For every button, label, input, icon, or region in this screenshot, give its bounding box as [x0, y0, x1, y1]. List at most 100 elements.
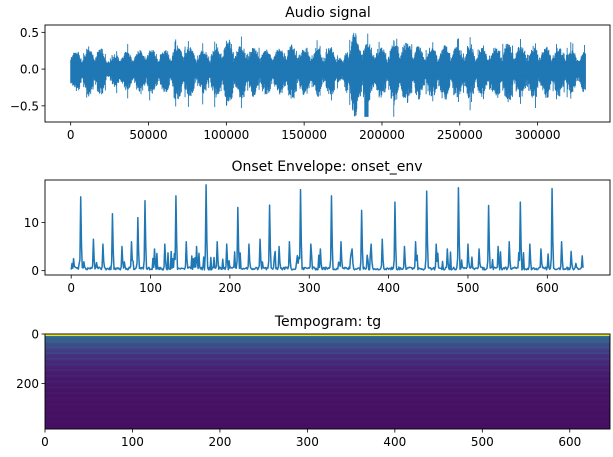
tempogram-row: [45, 340, 610, 342]
tempogram-row: [45, 418, 610, 420]
tempogram-row: [45, 352, 610, 354]
tempogram-row: [45, 366, 610, 368]
tempogram-row: [45, 402, 610, 404]
tempogram-row: [45, 396, 610, 398]
tempogram-row: [45, 347, 610, 349]
tempogram-row: [45, 365, 610, 367]
onset-envelope-y-tick-label: 10: [24, 216, 39, 230]
tempogram-row: [45, 384, 610, 386]
tempogram-row: [45, 342, 610, 344]
tempogram-row: [45, 406, 610, 408]
tempogram-row: [45, 413, 610, 415]
tempogram-x-tick-label: 400: [383, 435, 406, 449]
audio-signal-x-tick-label: 200000: [359, 128, 405, 142]
tempogram-row: [45, 394, 610, 396]
tempogram-row: [45, 346, 610, 348]
audio-signal-y-tick-label: 0.0: [20, 63, 39, 77]
tempogram-row: [45, 335, 610, 337]
tempogram-row: [45, 369, 610, 371]
tempogram-row: [45, 361, 610, 363]
tempogram-row: [45, 408, 610, 410]
tempogram-row: [45, 427, 610, 429]
tempogram-x-tick-label: 300: [296, 435, 319, 449]
tempogram-x-tick-label: 600: [558, 435, 581, 449]
tempogram-row: [45, 380, 610, 382]
tempogram-row: [45, 336, 610, 338]
tempogram-row: [45, 426, 610, 428]
tempogram-row: [45, 343, 610, 345]
onset-envelope-y-tick-label: 0: [31, 264, 39, 278]
audio-signal-y-tick-label: −0.5: [10, 99, 39, 113]
tempogram-row: [45, 357, 610, 359]
tempogram-row: [45, 351, 610, 353]
tempogram-row: [45, 416, 610, 418]
tempogram-y-tick-label: 200: [16, 377, 39, 391]
audio-signal-x-tick-label: 300000: [515, 128, 561, 142]
tempogram-row: [45, 372, 610, 374]
tempogram-row: [45, 420, 610, 422]
tempogram-row: [45, 387, 610, 389]
tempogram-row: [45, 334, 610, 336]
tempogram-row: [45, 407, 610, 409]
audio-signal-series: [70, 32, 586, 117]
tempogram-row: [45, 339, 610, 341]
tempogram-row: [45, 401, 610, 403]
tempogram-row: [45, 390, 610, 392]
tempogram-row: [45, 409, 610, 411]
tempogram-row: [45, 381, 610, 383]
tempogram-row: [45, 350, 610, 352]
tempogram-x-tick-label: 0: [41, 435, 49, 449]
audio-signal-x-tick-label: 150000: [281, 128, 327, 142]
onset-envelope-title: Onset Envelope: onset_env: [231, 159, 422, 175]
tempogram-row: [45, 421, 610, 423]
onset-envelope-panel: Onset Envelope: onset_env 0 100 200 300 400 5…: [24, 159, 611, 295]
tempogram-row: [45, 379, 610, 381]
tempogram-row: [45, 403, 610, 405]
onset-envelope-x-tick-label: 0: [67, 281, 75, 295]
tempogram-row: [45, 386, 610, 388]
tempogram-row: [45, 362, 610, 364]
tempogram-row: [45, 398, 610, 400]
tempogram-row: [45, 341, 610, 343]
tempogram-axes-frame: [44, 333, 611, 430]
onset-envelope-x-tick-label: 500: [457, 281, 480, 295]
audio-signal-x-tick-label: 0: [67, 128, 75, 142]
tempogram-x-tick-label: 200: [208, 435, 231, 449]
onset-envelope-x-tick-label: 600: [536, 281, 559, 295]
tempogram-row: [45, 363, 610, 365]
tempogram-row: [45, 371, 610, 373]
tempogram-row: [45, 358, 610, 360]
onset-envelope-x-tick-label: 400: [377, 281, 400, 295]
tempogram-row: [45, 419, 610, 421]
tempogram-row: [45, 354, 610, 356]
audio-signal-x-tick-label: 250000: [437, 128, 483, 142]
tempogram-row: [45, 415, 610, 417]
tempogram-row: [45, 395, 610, 397]
onset-envelope-series: [70, 184, 584, 271]
audio-signal-x-tick-label: 50000: [129, 128, 167, 142]
tempogram-panel: Tempogram: tg 0 100 200 300 400 500 600 0 200: [16, 314, 611, 449]
tempogram-row: [45, 388, 610, 390]
audio-signal-title: Audio signal: [285, 5, 371, 21]
tempogram-row: [45, 377, 610, 379]
tempogram-row: [45, 383, 610, 385]
tempogram-row: [45, 370, 610, 372]
onset-envelope-x-tick-label: 200: [218, 281, 241, 295]
tempogram-row: [45, 414, 610, 416]
tempogram-row: [45, 404, 610, 406]
onset-envelope-line: [70, 184, 584, 271]
tempogram-y-tick-label: 0: [31, 328, 39, 342]
tempogram-row: [45, 385, 610, 387]
tempogram-row: [45, 392, 610, 394]
tempogram-row: [45, 337, 610, 339]
tempogram-row: [45, 353, 610, 355]
tempogram-row: [45, 412, 610, 414]
tempogram-row: [45, 355, 610, 357]
tempogram-row: [45, 423, 610, 425]
tempogram-row: [45, 345, 610, 347]
tempogram-row: [45, 364, 610, 366]
onset-envelope-axes-frame: [44, 179, 611, 276]
tempogram-heatmap: [45, 334, 610, 430]
tempogram-row: [45, 428, 610, 430]
tempogram-row: [45, 356, 610, 358]
